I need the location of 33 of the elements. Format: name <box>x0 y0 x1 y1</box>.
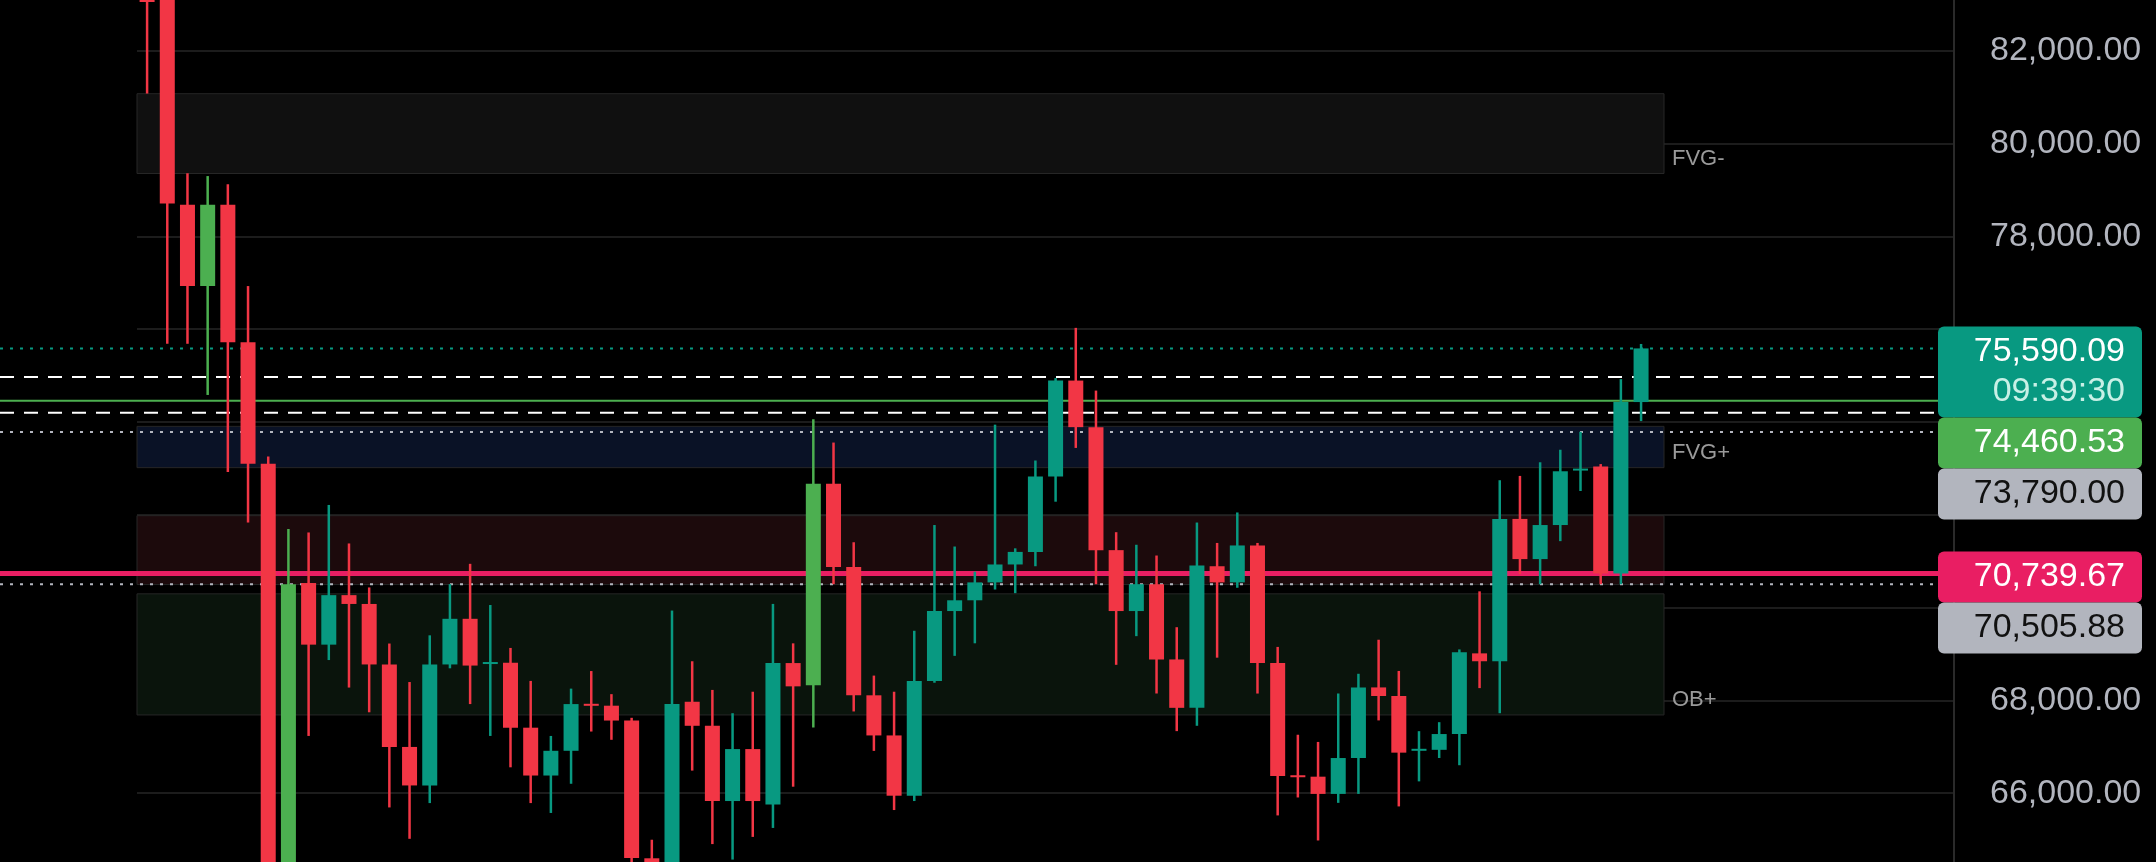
y-tick-label: 68,000.00 <box>1990 678 2142 717</box>
ref-line-label: 70,505.88 <box>1973 605 2125 644</box>
candlestick <box>341 542 357 689</box>
candlestick <box>603 692 619 742</box>
y-tick-label: 80,000.00 <box>1990 122 2142 161</box>
ref-line-label: 74,460.53 <box>1973 420 2125 459</box>
candlestick <box>482 603 498 738</box>
candlestick <box>644 838 660 862</box>
candlestick <box>583 669 599 733</box>
candlestick <box>139 0 155 95</box>
band-label: FVG+ <box>1672 438 1731 464</box>
candlestick <box>1290 733 1306 799</box>
y-tick-label: 82,000.00 <box>1990 29 2142 68</box>
y-tick-label: 66,000.00 <box>1990 771 2142 810</box>
candlestick <box>1007 547 1023 595</box>
candlestick <box>967 570 983 645</box>
candlestick <box>1371 638 1387 722</box>
candlestick <box>1411 729 1427 783</box>
ref-line-label: 73,790.00 <box>1973 471 2125 510</box>
candlestick <box>1573 430 1589 493</box>
candlestick <box>987 423 1003 591</box>
band-label: OB+ <box>1672 685 1717 711</box>
candlestick <box>785 642 801 788</box>
ref-line-label: 70,739.67 <box>1973 554 2125 593</box>
band-label: FVG- <box>1672 144 1725 170</box>
candlestick <box>1431 720 1447 760</box>
candlestick <box>1209 541 1225 659</box>
y-tick-label: 78,000.00 <box>1990 214 2142 253</box>
text: 09:39:30 <box>1992 369 2125 408</box>
candlestick <box>947 545 963 658</box>
candlestick <box>1310 740 1326 842</box>
candlestick <box>1472 590 1488 690</box>
ref-line-label: 75,590.09 <box>1973 329 2125 368</box>
